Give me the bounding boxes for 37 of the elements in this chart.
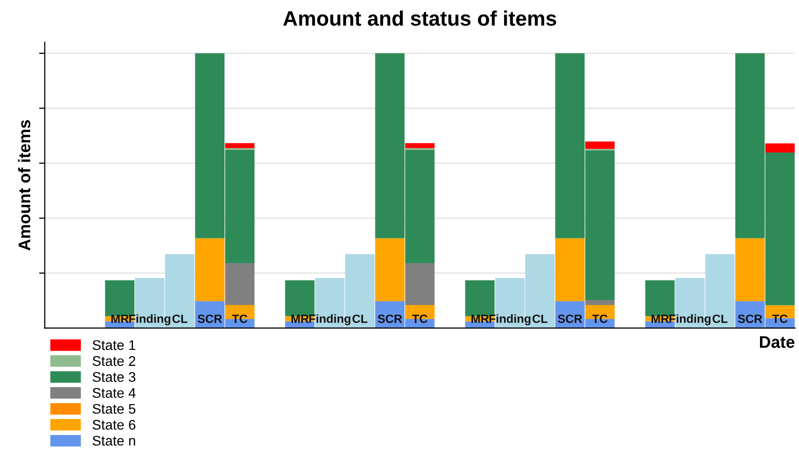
- x-tick-label: Finding: [669, 314, 710, 326]
- x-tick-label: CL: [172, 314, 188, 323]
- legend-label: State 4: [92, 388, 136, 398]
- legend-label: State 6: [92, 420, 136, 430]
- bar: [405, 262, 435, 305]
- legend-label: State 1: [92, 340, 136, 350]
- bar: [225, 143, 255, 148]
- x-tick-label: MR: [472, 314, 489, 323]
- x-tick-label: MR: [111, 314, 129, 323]
- legend-label: State 3: [92, 372, 136, 382]
- bar: [225, 262, 255, 305]
- y-axis-title: Amount of items: [18, 120, 30, 250]
- x-tick-label: CL: [352, 314, 368, 323]
- x-tick-label: CL: [712, 314, 728, 323]
- x-tick-label: Finding: [309, 314, 350, 326]
- bar: [735, 238, 765, 302]
- x-tick-label: SCR: [558, 314, 582, 323]
- bar: [585, 300, 615, 305]
- x-tick-label: SCR: [738, 314, 762, 323]
- x-tick-label: MR: [652, 314, 669, 323]
- x-tick-label: Finding: [489, 314, 530, 326]
- chart-title: Amount and status of items: [283, 10, 556, 26]
- x-tick-label: SCR: [378, 314, 402, 323]
- x-axis-title: Date: [760, 336, 794, 348]
- bar: [765, 143, 795, 152]
- x-tick-label: MR: [291, 314, 309, 323]
- x-tick-label: SCR: [198, 314, 222, 323]
- bar: [195, 238, 225, 302]
- legend-label: State n: [92, 436, 136, 446]
- legend-label: State 2: [92, 356, 136, 366]
- x-tick-label: CL: [532, 314, 548, 323]
- bar: [375, 238, 405, 302]
- bar: [405, 143, 435, 148]
- x-tick-label: Finding: [129, 314, 170, 326]
- bar: [555, 238, 585, 302]
- bar: [585, 141, 615, 149]
- legend-label: State 5: [92, 404, 136, 414]
